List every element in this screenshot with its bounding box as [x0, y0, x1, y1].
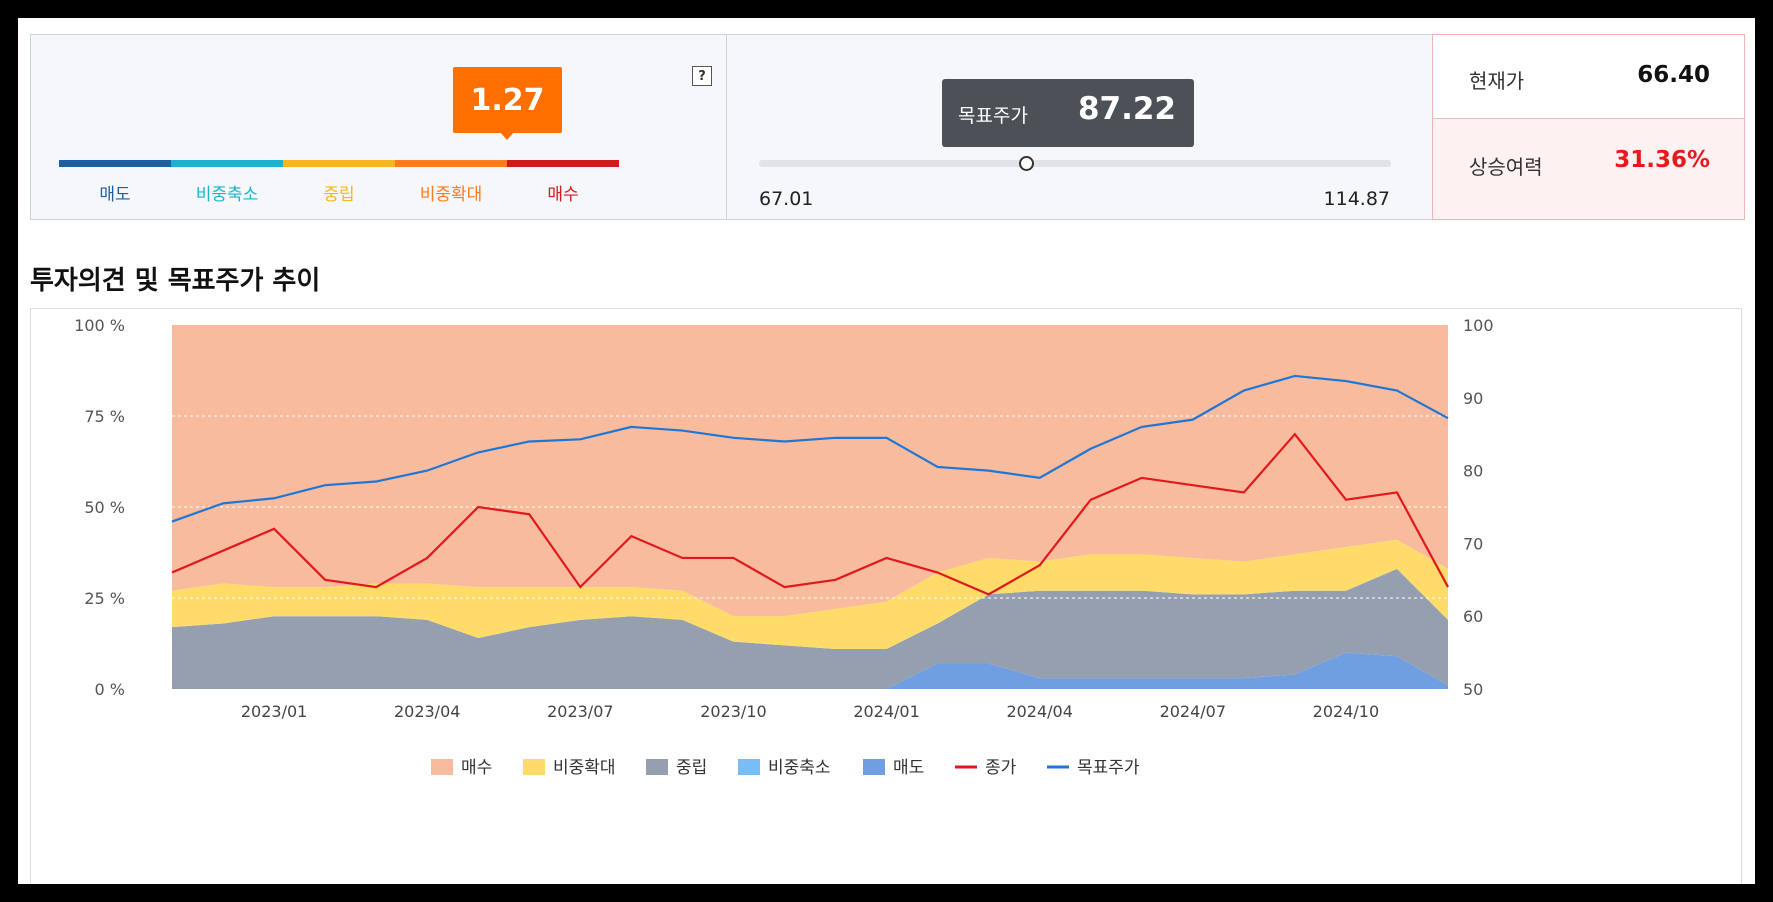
price-summary-panel: 현재가 66.40 상승여력 31.36% — [1432, 34, 1745, 220]
legend-swatch-매도 — [863, 759, 885, 775]
legend-swatch-매수 — [431, 759, 453, 775]
opinion-scale-label: 비중축소 — [195, 185, 259, 205]
x-tick-label: 2024/07 — [1160, 702, 1226, 721]
legend-label-비중축소: 비중축소 — [768, 758, 831, 778]
opinion-target-chart: 0 % 25 % 50 % 75 % 100 % 50 60 70 80 90 100 2023/01… — [74, 316, 1494, 778]
legend-label-중립: 중립 — [676, 758, 707, 778]
opinion-scale-label: 비중확대 — [419, 185, 483, 205]
x-tick-label: 2024/04 — [1006, 702, 1072, 721]
y-right-tick-label: 60 — [1463, 607, 1483, 626]
upside-label: 상승여력 — [1469, 155, 1543, 179]
current-price-value: 66.40 — [1637, 62, 1710, 88]
x-tick-label: 2023/10 — [700, 702, 766, 721]
legend-label-매수: 매수 — [461, 758, 492, 778]
stack-area-매도 — [172, 652, 1448, 689]
y-right-tick-label: 80 — [1463, 462, 1483, 481]
app-frame: 1.27 ? 매도 비중축소 중립 비중확대 매수 목표주가 87.22 67.01 1… — [18, 18, 1755, 884]
y-left-tick-label: 0 % — [95, 680, 125, 699]
legend-label-비중확대: 비중확대 — [553, 758, 616, 778]
target-price-label: 목표주가 — [958, 105, 1028, 127]
stack-area-중립 — [172, 568, 1448, 689]
y-right-tick-label: 90 — [1463, 389, 1483, 408]
line-series-종가 — [171, 432, 1449, 596]
target-price-badge: 목표주가 87.22 — [942, 79, 1194, 147]
target-price-range-knob — [1018, 156, 1034, 171]
line-series-목표주가 — [171, 374, 1449, 523]
opinion-scale-segment — [283, 160, 395, 167]
x-tick-label: 2023/04 — [394, 702, 460, 721]
legend-label-매도: 매도 — [893, 758, 924, 778]
legend-swatch-중립 — [646, 759, 668, 775]
target-price-max: 114.87 — [1323, 188, 1390, 210]
target-price-min: 67.01 — [759, 188, 814, 210]
legend-label-목표주가: 목표주가 — [1077, 758, 1140, 778]
y-left-tick-label: 25 % — [84, 589, 125, 608]
target-price-range-track — [759, 160, 1391, 167]
current-price-row: 현재가 66.40 — [1433, 35, 1744, 119]
opinion-scale-segment — [59, 160, 171, 167]
opinion-scale-segment — [171, 160, 283, 167]
help-icon[interactable]: ? — [692, 66, 712, 86]
x-tick-label: 2024/10 — [1313, 702, 1379, 721]
opinion-score-panel: 1.27 ? 매도 비중축소 중립 비중확대 매수 — [30, 34, 727, 220]
x-tick-label: 2023/01 — [241, 702, 307, 721]
section-title: 투자의견 및 목표주가 추이 — [30, 266, 321, 296]
target-price-panel: 목표주가 87.22 67.01 114.87 — [726, 34, 1433, 220]
chart-panel: 0 % 25 % 50 % 75 % 100 % 50 60 70 80 90 100 2023/01… — [30, 308, 1742, 884]
opinion-scale-label: 매수 — [547, 185, 579, 205]
opinion-scale-segment — [507, 160, 619, 167]
current-price-label: 현재가 — [1469, 69, 1525, 93]
y-left-tick-label: 100 % — [74, 316, 125, 335]
legend-label-종가: 종가 — [985, 758, 1017, 778]
stack-area-비중확대 — [172, 539, 1448, 649]
upside-row: 상승여력 31.36% — [1433, 119, 1744, 219]
y-left-tick-label: 75 % — [84, 407, 125, 426]
opinion-score-value: 1.27 — [453, 67, 562, 133]
legend-swatch-비중확대 — [523, 759, 545, 775]
target-price-value: 87.22 — [1077, 91, 1176, 127]
opinion-scale-segment — [395, 160, 507, 167]
y-right-tick-label: 50 — [1463, 680, 1483, 699]
opinion-score-pointer — [500, 132, 514, 140]
y-left-tick-label: 50 % — [84, 498, 125, 517]
x-tick-label: 2023/07 — [547, 702, 613, 721]
y-right-tick-label: 70 — [1463, 534, 1483, 553]
opinion-scale-label: 매도 — [99, 185, 131, 205]
upside-value: 31.36% — [1614, 147, 1710, 173]
stack-area-매수 — [172, 325, 1448, 617]
x-tick-label: 2024/01 — [853, 702, 919, 721]
legend-swatch-비중축소 — [738, 759, 760, 775]
opinion-scale-label: 중립 — [323, 185, 355, 205]
y-right-tick-label: 100 — [1463, 316, 1494, 335]
